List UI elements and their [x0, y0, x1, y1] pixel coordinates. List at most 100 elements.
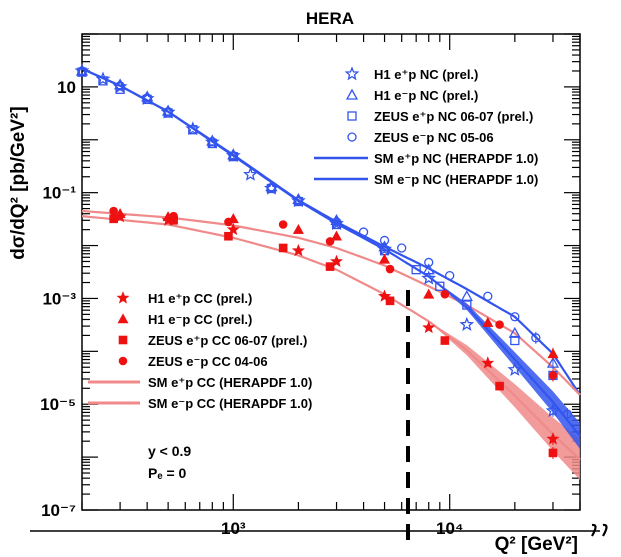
- data-point: [188, 125, 198, 135]
- data-point: [330, 213, 343, 225]
- data-point: [115, 84, 125, 94]
- data-point: [169, 211, 178, 221]
- data-point: [562, 409, 573, 419]
- data-point: [510, 312, 520, 322]
- data-point: [424, 257, 434, 268]
- data-point: [291, 243, 305, 257]
- data-point: [508, 326, 521, 338]
- legend-cc: H1 e⁺p CC (prel.) H1 e⁻p CC (prel.) ZEUS e…: [88, 291, 312, 411]
- data-point: [224, 217, 233, 227]
- data-point: [462, 300, 472, 310]
- data-point: [546, 356, 560, 368]
- legend-marker: [344, 66, 360, 81]
- data-point: [423, 288, 435, 299]
- data-point: [378, 253, 391, 264]
- annotation-y-cut: y < 0.9: [148, 443, 191, 459]
- data-point: [331, 219, 342, 230]
- data-point: [545, 403, 561, 418]
- legend-marker: [345, 88, 359, 100]
- data-point: [507, 361, 523, 376]
- legend-marker: [116, 291, 130, 304]
- data-point: [292, 223, 304, 234]
- legend-label: SM e⁺p NC (HERAPDF 1.0): [374, 151, 538, 166]
- data-point: [397, 243, 407, 253]
- data-point: [325, 262, 335, 271]
- data-point: [421, 270, 437, 285]
- legend-marker: [347, 132, 357, 142]
- legend-marker: [347, 111, 357, 121]
- data-point: [440, 336, 450, 345]
- curve-line: [81, 209, 581, 396]
- data-point: [385, 296, 395, 306]
- y-tick-label: 10: [57, 78, 76, 97]
- data-point: [141, 90, 154, 102]
- legend-label: ZEUS e⁺p CC 06-07 (prel.): [148, 333, 307, 348]
- data-point: [358, 227, 369, 237]
- data-point: [98, 76, 108, 86]
- series-3: [77, 66, 573, 421]
- legend-marker: [117, 313, 129, 324]
- data-point: [547, 348, 559, 359]
- legend-label: H1 e⁻p NC (prel.): [374, 88, 478, 103]
- legend-label: H1 e⁺p CC (prel.): [148, 291, 252, 306]
- data-point: [325, 237, 335, 246]
- data-point: [278, 220, 288, 229]
- series-7: [109, 206, 558, 382]
- data-point: [460, 289, 473, 301]
- y-tick-label: 10⁻⁷: [41, 501, 76, 520]
- data-point: [330, 230, 343, 241]
- data-point: [483, 291, 493, 301]
- data-point: [278, 243, 288, 253]
- legend-marker: [118, 356, 128, 366]
- data-point: [330, 254, 343, 267]
- data-point: [292, 192, 305, 204]
- data-point: [422, 263, 435, 275]
- data-point: [331, 217, 342, 227]
- x-tick-label: 10⁴: [436, 519, 463, 538]
- data-point: [482, 316, 494, 327]
- data-point: [440, 289, 450, 299]
- data-point: [385, 264, 395, 274]
- data-point: [435, 281, 445, 291]
- data-point: [163, 107, 173, 117]
- data-point: [495, 381, 504, 391]
- data-point: [495, 320, 504, 329]
- y-tick-label: 10⁻⁵: [40, 395, 76, 414]
- data-point: [207, 137, 217, 147]
- legend-label: H1 e⁻p CC (prel.): [148, 312, 252, 327]
- data-point: [228, 151, 238, 161]
- legend-label: ZEUS e⁺p NC 06-07 (prel.): [374, 109, 533, 124]
- y-tick-label: 10⁻¹: [42, 184, 76, 203]
- data-point: [422, 320, 436, 334]
- data-point: [510, 335, 520, 346]
- data-point: [411, 265, 421, 275]
- data-point: [531, 333, 541, 343]
- legend-label: H1 e⁺p NC (prel.): [374, 67, 478, 82]
- data-point: [161, 104, 175, 116]
- x-axis-label: Q² [GeV²]: [495, 534, 578, 555]
- plot-frame: [81, 33, 581, 511]
- data-point: [379, 235, 390, 246]
- data-point: [77, 66, 87, 76]
- x-tick-label: 10³: [221, 519, 246, 538]
- data-point: [378, 289, 392, 302]
- y-tick-label: 10⁻³: [42, 289, 76, 308]
- data-point: [481, 356, 495, 369]
- axis-break-mark: [591, 523, 608, 537]
- data-point: [546, 432, 560, 445]
- data-point: [224, 231, 233, 241]
- data-point: [113, 78, 127, 90]
- data-point: [445, 270, 455, 281]
- legend-label: SM e⁺p CC (HERAPDF 1.0): [148, 375, 312, 390]
- series-4: [113, 209, 560, 446]
- legend-nc: H1 e⁺p NC (prel.) H1 e⁻p NC (prel.) ZEUS e…: [314, 66, 538, 187]
- data-point: [226, 222, 240, 236]
- data-point: [459, 316, 475, 331]
- data-point: [227, 148, 240, 160]
- legend-marker: [118, 335, 128, 345]
- y-axis-label: dσ/dQ² [pb/GeV²]: [8, 106, 29, 259]
- legend-label: SM e⁻p CC (HERAPDF 1.0): [148, 396, 312, 411]
- legend-label: ZEUS e⁻p CC 04-06: [148, 354, 268, 369]
- legend-label: SM e⁻p NC (HERAPDF 1.0): [374, 172, 538, 187]
